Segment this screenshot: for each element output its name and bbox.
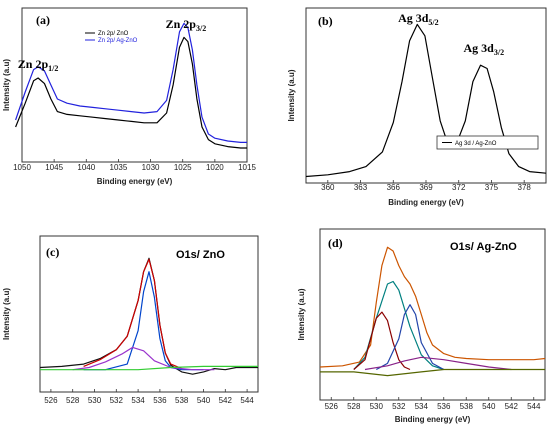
plot-frame: [39, 235, 259, 393]
x-tick-label: 526: [325, 402, 339, 411]
legend-label: Ag 3d / Ag-ZnO: [455, 141, 497, 147]
x-tick-label: 536: [437, 402, 451, 411]
peak-annotation: Zn 2p3/2: [166, 17, 207, 33]
x-axis-label: Binding energy (eV): [395, 415, 471, 424]
peak-annotation-subscript: 3/2: [494, 48, 504, 57]
panel-label: (a): [36, 13, 50, 27]
legend-label: Zn 2p/ Ag-ZnO: [98, 38, 138, 44]
x-tick-label: 530: [370, 402, 384, 411]
peak-annotation-subscript: 3/2: [196, 24, 206, 33]
x-tick-label: 538: [460, 402, 474, 411]
x-tick-label: 538: [175, 396, 189, 405]
x-tick-label: 536: [153, 396, 167, 405]
series-line-1: [319, 246, 546, 368]
peak-annotation: Ag 3d3/2: [464, 41, 505, 57]
x-tick-label: 528: [66, 396, 80, 405]
x-tick-label: 532: [392, 402, 406, 411]
x-tick-label: 544: [527, 402, 541, 411]
x-tick-label: 532: [110, 396, 124, 405]
series-line-5: [364, 356, 512, 371]
plot-frame: [319, 228, 546, 401]
x-tick-label: 534: [415, 402, 429, 411]
panel-label: (d): [328, 236, 343, 250]
series-line-4: [376, 304, 445, 371]
x-tick-label: 544: [240, 396, 254, 405]
x-tick-label: 542: [505, 402, 519, 411]
plot-frame: [21, 7, 248, 163]
series-line-4: [72, 346, 215, 371]
legend-box: [436, 135, 539, 150]
x-tick-label: 1035: [110, 163, 128, 172]
y-axis-label: Intensity (a.u): [2, 59, 11, 111]
series-line-3: [83, 271, 204, 371]
y-axis-label: Intensity (a.u): [297, 288, 306, 340]
panel-3: 526 528 530 532 534 536 538 540 542 544 Intensity …: [2, 235, 259, 405]
x-tick-label: 363: [354, 183, 368, 192]
panel-label: (b): [318, 14, 333, 28]
series-line-1: [305, 23, 547, 178]
panel-1: 1050 1045 1040 1035 1030 1025 1020 1015 Binding …: [2, 7, 256, 186]
panel-4: 526 528 530 532 534 536 538 540 542 544 Binding en…: [297, 228, 546, 424]
x-tick-label: 372: [452, 183, 466, 192]
series-line-2: [83, 258, 182, 370]
series-line-1: [39, 257, 258, 375]
panel-title: O1s/ ZnO: [176, 249, 225, 261]
panel-label: (c): [46, 245, 59, 259]
x-tick-label: 369: [419, 183, 433, 192]
x-tick-label: 1020: [206, 163, 224, 172]
panel-2: 360 363 366 369 372 375 378 Binding energy (eV)…: [287, 7, 547, 207]
y-axis-label: Intensity (a.u): [287, 69, 296, 121]
x-tick-label: 526: [44, 396, 58, 405]
peak-annotation-subscript: 1/2: [48, 64, 58, 73]
x-axis-label: Binding energy (eV): [97, 177, 173, 186]
panel-title: O1s/ Ag-ZnO: [450, 241, 517, 253]
series-line-3: [353, 311, 411, 371]
x-tick-label: 1015: [238, 163, 256, 172]
x-tick-label: 1040: [77, 163, 95, 172]
peak-annotation-subscript: 5/2: [428, 18, 438, 27]
peak-annotation: Zn 2p1/2: [18, 57, 59, 73]
x-tick-label: 360: [321, 183, 335, 192]
y-axis-label: Intensity (a.u): [2, 288, 11, 340]
x-tick-label: 366: [387, 183, 401, 192]
x-tick-label: 540: [197, 396, 211, 405]
x-tick-label: 530: [88, 396, 102, 405]
series-line-2: [15, 22, 247, 143]
x-tick-label: 1025: [174, 163, 192, 172]
x-tick-label: 1030: [142, 163, 160, 172]
x-tick-label: 528: [347, 402, 361, 411]
x-tick-label: 1050: [13, 163, 31, 172]
series-line-1: [15, 36, 247, 149]
x-tick-label: 378: [518, 183, 532, 192]
peak-annotation: Ag 3d5/2: [398, 11, 439, 27]
x-tick-label: 540: [482, 402, 496, 411]
legend-label: Zn 2p/ ZnO: [98, 31, 129, 37]
plot-frame: [305, 7, 547, 184]
x-tick-label: 534: [131, 396, 145, 405]
x-tick-label: 1045: [45, 163, 63, 172]
x-axis-label: Binding energy (eV): [388, 198, 464, 207]
x-tick-label: 542: [219, 396, 233, 405]
series-line-2: [353, 280, 444, 371]
series-line-6: [320, 368, 545, 377]
x-tick-label: 375: [485, 183, 499, 192]
series-line-5: [40, 365, 258, 371]
